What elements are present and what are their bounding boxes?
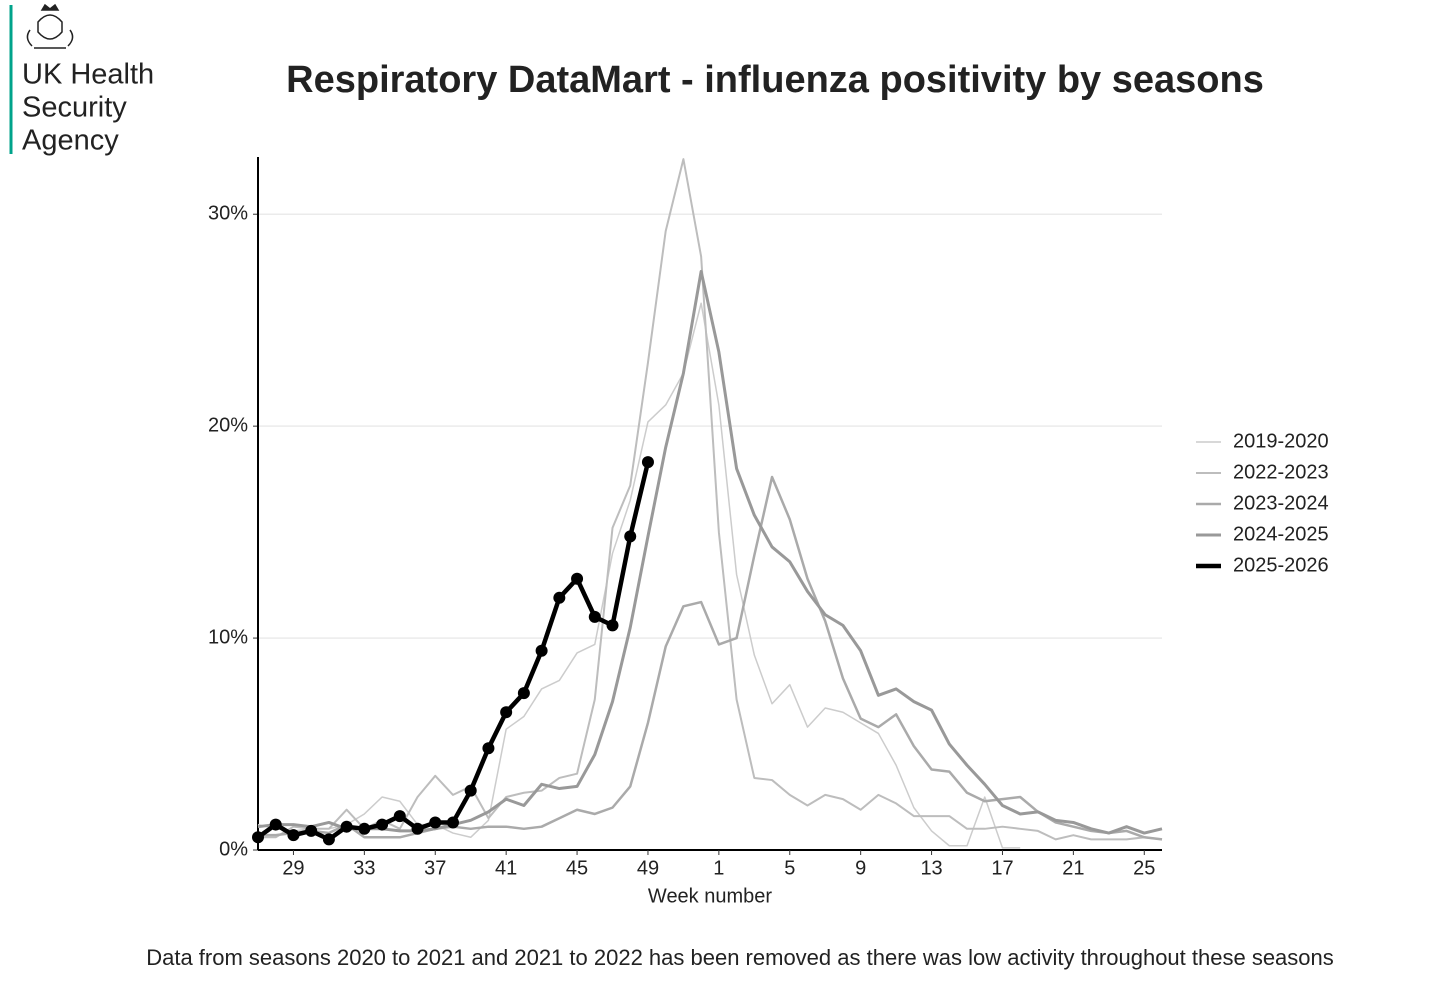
x-tick-label: 1	[713, 857, 724, 879]
series-point	[588, 610, 601, 623]
y-tick-label: 20%	[208, 414, 248, 436]
legend-label: 2023-2024	[1233, 492, 1329, 514]
series-point	[358, 822, 371, 835]
series-point	[376, 818, 389, 831]
series-point	[624, 530, 637, 543]
series-point	[446, 816, 459, 829]
series-point	[429, 816, 442, 829]
series-point	[464, 784, 477, 797]
series-point	[535, 644, 548, 657]
logo-text: UK Health	[22, 59, 154, 91]
legend-label: 2019-2020	[1233, 430, 1329, 452]
x-tick-label: 41	[495, 857, 517, 879]
series-point	[517, 687, 530, 700]
x-tick-label: 45	[566, 857, 588, 879]
chart-title: Respiratory DataMart - influenza positiv…	[286, 59, 1264, 101]
series-point	[571, 572, 584, 585]
series-point	[322, 833, 335, 846]
y-tick-label: 30%	[208, 203, 248, 225]
logo-text: Agency	[22, 125, 119, 157]
series-point	[606, 619, 619, 632]
x-tick-label: 21	[1062, 857, 1084, 879]
series-point	[500, 706, 513, 719]
series-point	[340, 820, 353, 833]
legend-label: 2022-2023	[1233, 461, 1329, 483]
x-axis-label: Week number	[648, 885, 772, 907]
series-point	[287, 829, 300, 842]
footnote: Data from seasons 2020 to 2021 and 2021 …	[146, 945, 1334, 970]
series-line	[257, 269, 1163, 835]
legend-label: 2025-2026	[1233, 554, 1329, 576]
x-tick-label: 5	[784, 857, 795, 879]
crest	[26, 3, 74, 49]
logo-text: Security	[22, 92, 127, 124]
series-line	[258, 158, 1163, 841]
x-tick-label: 9	[855, 857, 866, 879]
x-tick-label: 37	[424, 857, 446, 879]
series-line	[256, 461, 651, 842]
x-tick-label: 33	[353, 857, 375, 879]
y-tick-label: 10%	[208, 626, 248, 648]
legend-label: 2024-2025	[1233, 523, 1329, 545]
x-tick-label: 25	[1133, 857, 1155, 879]
series-point	[641, 456, 654, 469]
series-line	[258, 475, 1163, 841]
series-point	[482, 742, 495, 755]
series-line	[257, 302, 1021, 849]
x-tick-label: 49	[637, 857, 659, 879]
series-point	[305, 824, 318, 837]
series-point	[393, 810, 406, 823]
x-tick-label: 29	[282, 857, 304, 879]
series-point	[269, 818, 282, 831]
x-tick-label: 17	[991, 857, 1013, 879]
series-point	[553, 591, 566, 604]
y-tick-label: 0%	[219, 838, 248, 860]
series-point	[252, 831, 264, 844]
series-point	[411, 822, 424, 835]
x-tick-label: 13	[920, 857, 942, 879]
